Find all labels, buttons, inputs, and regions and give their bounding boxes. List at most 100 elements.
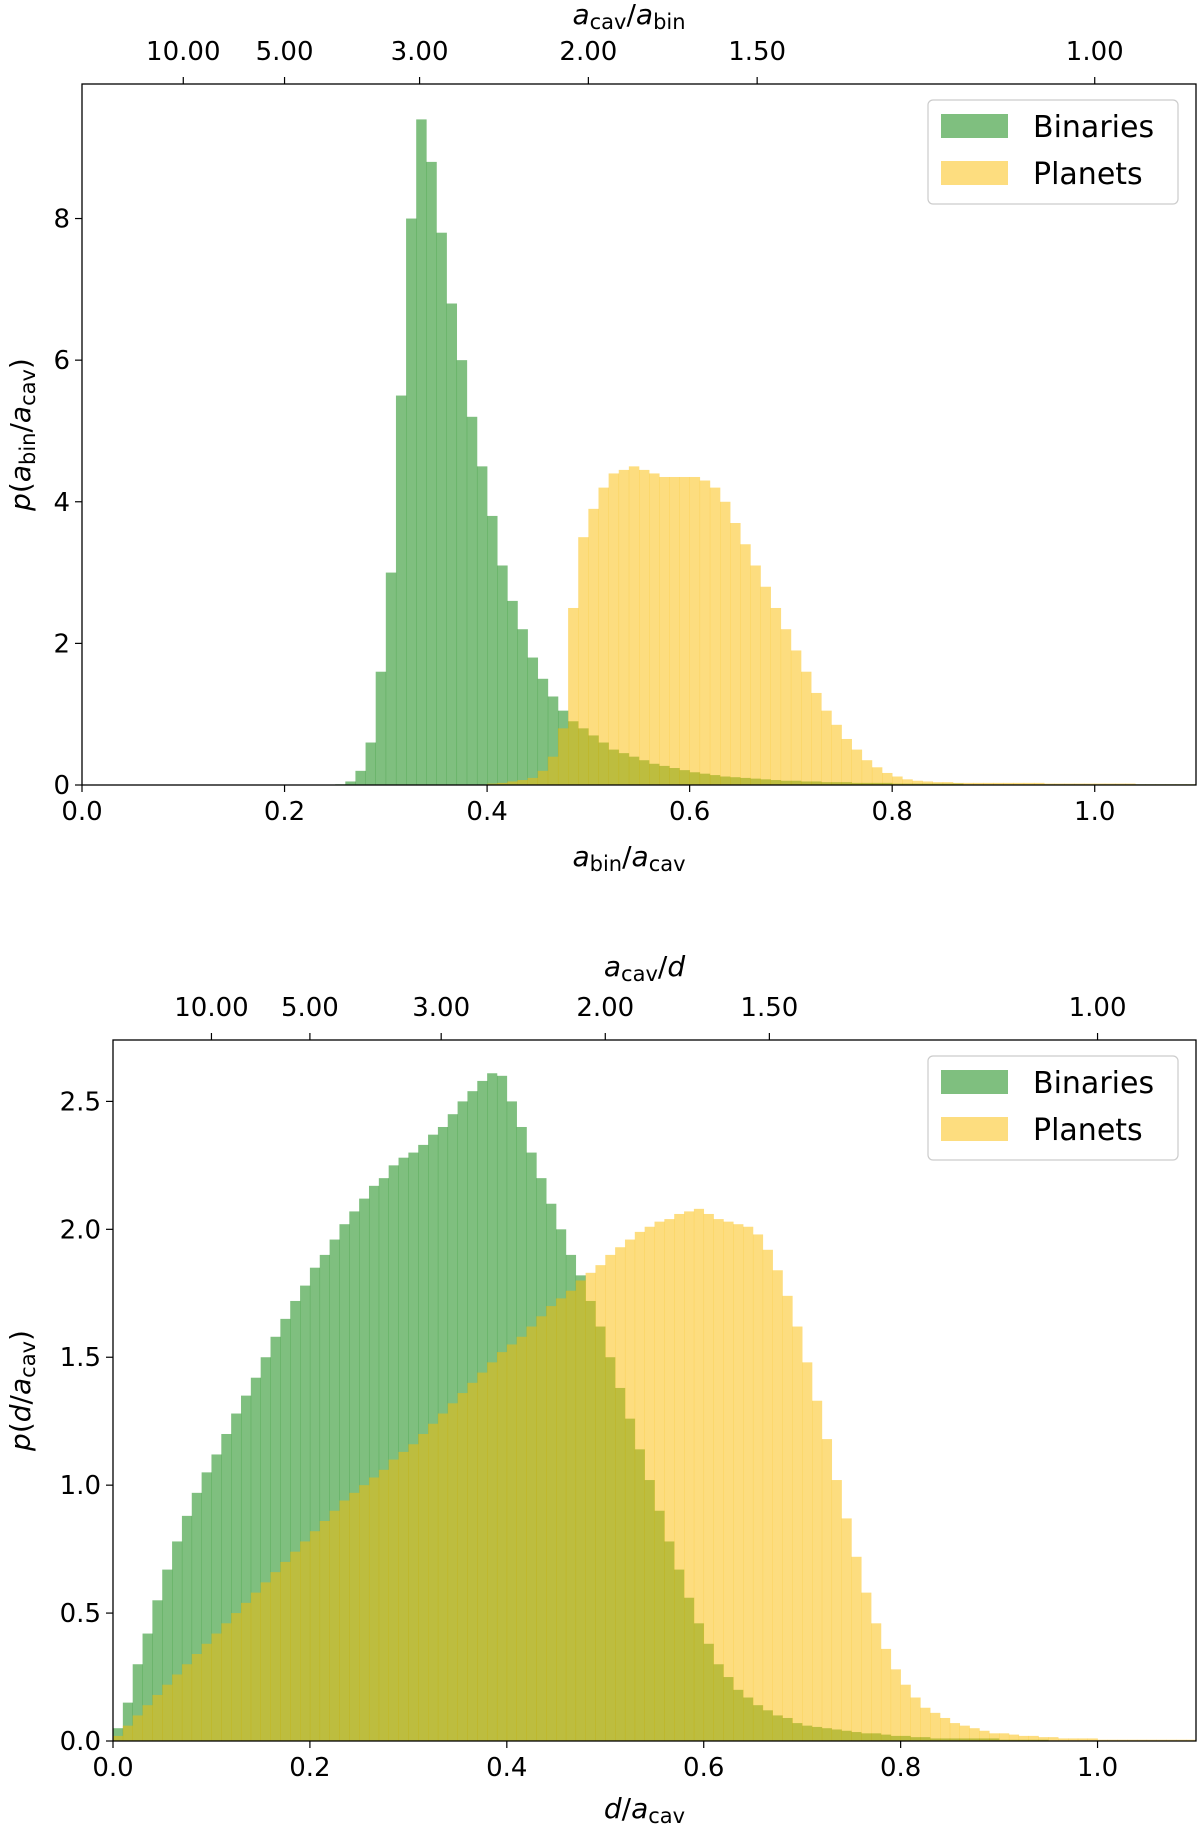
histogram-bar	[437, 1413, 449, 1741]
histogram-bar	[1064, 783, 1075, 785]
histogram-bar	[309, 1267, 321, 1741]
histogram-bar	[585, 1272, 596, 1741]
x-tick-label: 0.4	[486, 1753, 527, 1783]
histogram-bar	[949, 1723, 961, 1741]
histogram-bar	[132, 1715, 143, 1741]
histogram-bar	[922, 781, 933, 785]
histogram-bar	[812, 1400, 823, 1741]
histogram-bar	[871, 1623, 882, 1741]
histogram-bar	[487, 783, 498, 785]
histogram-bar	[1008, 1734, 1020, 1741]
histogram-bar	[1044, 783, 1055, 785]
top-tick-label: 2.00	[576, 993, 634, 1023]
histogram-bar	[1058, 1738, 1069, 1741]
histogram-bar	[250, 1377, 261, 1741]
histogram-bar	[1068, 1738, 1079, 1741]
histogram-bar	[487, 1362, 498, 1741]
y-tick-label: 2.5	[60, 1087, 101, 1117]
histogram-bar	[398, 1157, 409, 1741]
histogram-bar	[556, 1298, 567, 1741]
legend-swatch-binaries	[941, 1070, 1008, 1094]
top-tick-label: 3.00	[391, 37, 449, 67]
histogram-bar	[940, 1717, 951, 1741]
histogram-bar	[693, 1208, 705, 1741]
histogram-bar	[201, 1472, 212, 1741]
histogram-bar	[831, 724, 842, 785]
histogram-bar	[1018, 1735, 1029, 1741]
histogram-bar	[1033, 782, 1045, 785]
y-axis-label: p(d/acav)	[4, 1330, 40, 1452]
histogram-bar	[240, 1395, 252, 1741]
histogram-bar	[1104, 783, 1116, 785]
histogram-bar	[113, 1735, 124, 1741]
histogram-bar	[506, 1344, 517, 1741]
top-tick-label: 5.00	[256, 37, 314, 67]
histogram-bar	[280, 1561, 291, 1741]
histogram-bar	[644, 1226, 655, 1741]
histogram-bar	[467, 1382, 478, 1741]
histogram-bar	[608, 473, 620, 785]
histogram-bar	[689, 476, 701, 785]
legend-label-binaries: Binaries	[1033, 1066, 1154, 1101]
histogram-bar	[752, 1234, 764, 1741]
histogram-bar	[359, 1198, 370, 1741]
histogram-bar	[740, 544, 751, 785]
top-axis-label: acav/d	[604, 950, 685, 986]
histogram-bar	[910, 1697, 921, 1741]
series-planets	[113, 1208, 1197, 1741]
histogram-bar	[790, 650, 802, 785]
histogram-bar	[487, 515, 498, 785]
y-tick-label: 1.0	[60, 1471, 101, 1501]
histogram-bar	[547, 756, 559, 785]
histogram-bar	[537, 678, 549, 785]
histogram-bar	[388, 1459, 399, 1741]
histogram-bar	[426, 161, 437, 785]
histogram-bar	[720, 501, 731, 785]
histogram-bar	[191, 1492, 202, 1741]
histogram-bar	[565, 1290, 577, 1741]
histogram-bar	[1084, 783, 1096, 785]
histogram-bar	[408, 1444, 419, 1741]
histogram-bar	[684, 1211, 695, 1741]
top-tick-label: 1.50	[728, 37, 786, 67]
histogram-bar	[578, 537, 589, 785]
histogram-bar	[930, 1712, 941, 1741]
histogram-bar	[221, 1623, 232, 1741]
histogram-bar	[983, 782, 994, 785]
histogram-bar	[517, 780, 528, 785]
histogram-bar	[871, 767, 883, 785]
y-tick-label: 4	[53, 488, 70, 518]
histogram-bar	[231, 1413, 242, 1741]
y-axis-label: p(abin/acav)	[4, 358, 40, 512]
histogram-bar	[113, 1728, 124, 1741]
histogram-bar	[349, 1211, 360, 1741]
histogram-bar	[172, 1674, 183, 1741]
histogram-bar	[1077, 1738, 1088, 1741]
histogram-bar	[1028, 1735, 1039, 1741]
y-tick-label: 6	[53, 346, 70, 376]
histogram-bar	[260, 1357, 271, 1741]
legend: Binaries Planets	[927, 99, 1179, 205]
y-tick-label: 0.0	[60, 1727, 101, 1757]
histogram-bar	[122, 1725, 133, 1741]
histogram-bar	[162, 1569, 173, 1741]
histogram-bar	[142, 1705, 153, 1741]
histogram-bar	[969, 1728, 980, 1741]
histogram-bar	[664, 1219, 675, 1741]
histogram-bar	[270, 1336, 281, 1741]
histogram-bar	[547, 696, 559, 785]
histogram-bar	[345, 781, 356, 785]
histogram-bar	[365, 742, 376, 785]
histogram-bar	[270, 1572, 281, 1741]
histogram-bar	[557, 728, 569, 785]
legend-swatch-planets	[941, 161, 1008, 185]
histogram-bar	[973, 782, 984, 785]
histogram-bar	[477, 1372, 488, 1741]
top-tick-label: 10.00	[146, 37, 220, 67]
histogram-bar	[536, 1316, 547, 1741]
histogram-bar	[811, 692, 822, 785]
histogram-bar	[132, 1664, 143, 1741]
histogram-bar	[733, 1224, 744, 1741]
